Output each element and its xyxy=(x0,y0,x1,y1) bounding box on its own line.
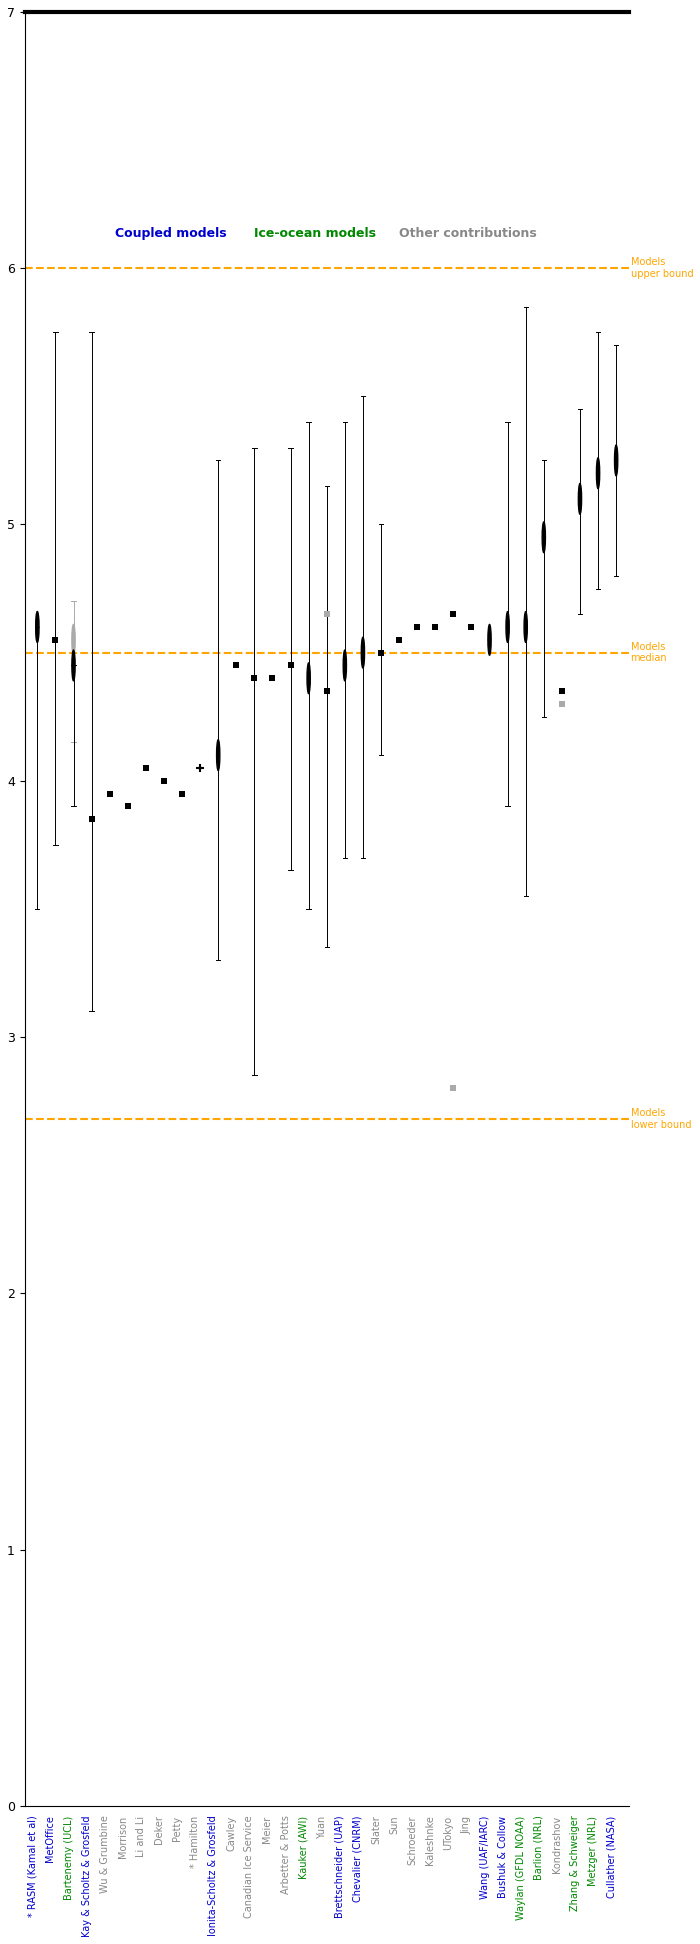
Ellipse shape xyxy=(72,649,75,680)
Ellipse shape xyxy=(578,484,582,515)
Ellipse shape xyxy=(524,612,527,642)
Ellipse shape xyxy=(72,624,75,655)
Ellipse shape xyxy=(488,624,491,655)
Text: Models
lower bound: Models lower bound xyxy=(631,1108,691,1129)
Text: Other contributions: Other contributions xyxy=(399,227,537,241)
Ellipse shape xyxy=(361,638,365,669)
Ellipse shape xyxy=(36,612,39,642)
Ellipse shape xyxy=(542,521,545,552)
Ellipse shape xyxy=(216,741,220,770)
Text: Ice-ocean models: Ice-ocean models xyxy=(254,227,376,241)
Ellipse shape xyxy=(307,663,310,694)
Ellipse shape xyxy=(615,445,618,476)
Ellipse shape xyxy=(596,459,600,488)
Ellipse shape xyxy=(36,612,39,642)
Text: Models
median: Models median xyxy=(631,642,667,663)
Ellipse shape xyxy=(506,612,509,642)
Ellipse shape xyxy=(343,649,346,680)
Text: Coupled models: Coupled models xyxy=(116,227,227,241)
Text: Models
upper bound: Models upper bound xyxy=(631,257,693,280)
